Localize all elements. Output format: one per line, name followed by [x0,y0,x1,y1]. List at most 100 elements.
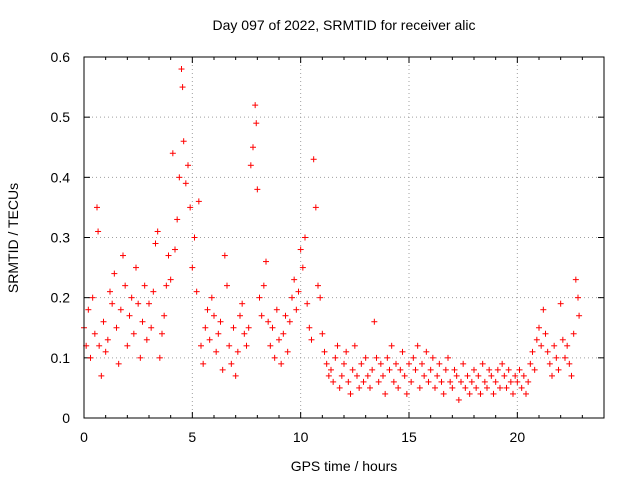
data-point [295,288,302,295]
data-point [98,372,105,379]
data-point [399,348,406,355]
data-point [176,174,183,181]
data-point [271,354,278,361]
data-point [135,300,142,307]
data-point [401,372,408,379]
data-point [299,264,306,271]
data-point [338,372,345,379]
x-tick-label: 0 [80,429,88,445]
data-point [334,342,341,349]
y-tick-label: 0.4 [51,169,71,185]
data-point [306,324,313,331]
data-point [518,384,525,391]
data-point [115,360,122,367]
data-point [232,372,239,379]
data-point [384,354,391,361]
data-point [555,366,562,373]
data-point [152,240,159,247]
data-point [189,264,196,271]
data-point [111,270,118,277]
data-point [165,252,172,259]
y-tick-label: 0 [62,410,70,426]
data-point [141,282,148,289]
data-point [429,354,436,361]
data-point [382,390,389,397]
data-point [343,348,350,355]
data-point [96,342,103,349]
data-point [304,300,311,307]
data-point [230,324,237,331]
data-point [375,378,382,385]
data-point [553,354,560,361]
data-point [91,330,98,337]
data-point [159,330,165,337]
data-point [95,228,102,235]
data-point [449,384,456,391]
data-point [568,372,575,379]
data-point [204,306,211,313]
data-point [315,282,321,289]
data-point [276,336,282,343]
x-tick-label: 20 [510,429,526,445]
data-point [451,366,458,373]
data-point [133,264,139,271]
data-point [362,354,369,361]
data-point [325,372,332,379]
data-point [269,324,276,331]
data-point [544,348,551,355]
data-point [447,378,454,385]
data-point [252,102,259,109]
x-axis-label: GPS time / hours [291,458,398,474]
data-point [286,318,293,325]
data-point [107,288,113,295]
data-point [254,186,261,193]
data-point [488,372,495,379]
data-point [351,342,358,349]
data-point [94,204,100,211]
data-point [492,378,499,385]
data-point [282,312,289,319]
data-point [386,366,393,373]
data-point [546,360,553,367]
data-point [185,162,191,169]
data-point [284,348,291,355]
data-point [423,348,430,355]
data-point [356,384,363,391]
data-point [390,378,397,385]
data-point [497,384,503,391]
data-point [208,294,215,301]
data-point [219,366,226,373]
data-point [198,342,204,349]
data-point [427,366,434,373]
data-point [291,276,298,283]
data-point [412,366,419,373]
data-point [302,234,308,241]
data-point [241,330,248,337]
data-point [514,378,521,385]
data-point [410,354,417,361]
data-point [549,372,555,379]
data-point [321,348,328,355]
data-point [122,282,129,289]
data-point [453,372,460,379]
data-point [167,276,174,283]
data-point [289,294,295,301]
data-point [380,372,386,379]
data-point [531,366,538,373]
data-point [85,306,92,313]
data-point [253,120,260,127]
data-point [273,306,280,313]
data-point [172,246,178,253]
data-point [475,372,482,379]
data-point [293,306,300,313]
data-point [202,324,209,331]
data-point [154,228,161,235]
data-point [416,384,423,391]
data-point [213,348,220,355]
data-point [280,330,287,337]
data-point [323,360,330,367]
data-point [224,282,230,289]
data-point [388,342,395,349]
data-point [256,294,263,301]
